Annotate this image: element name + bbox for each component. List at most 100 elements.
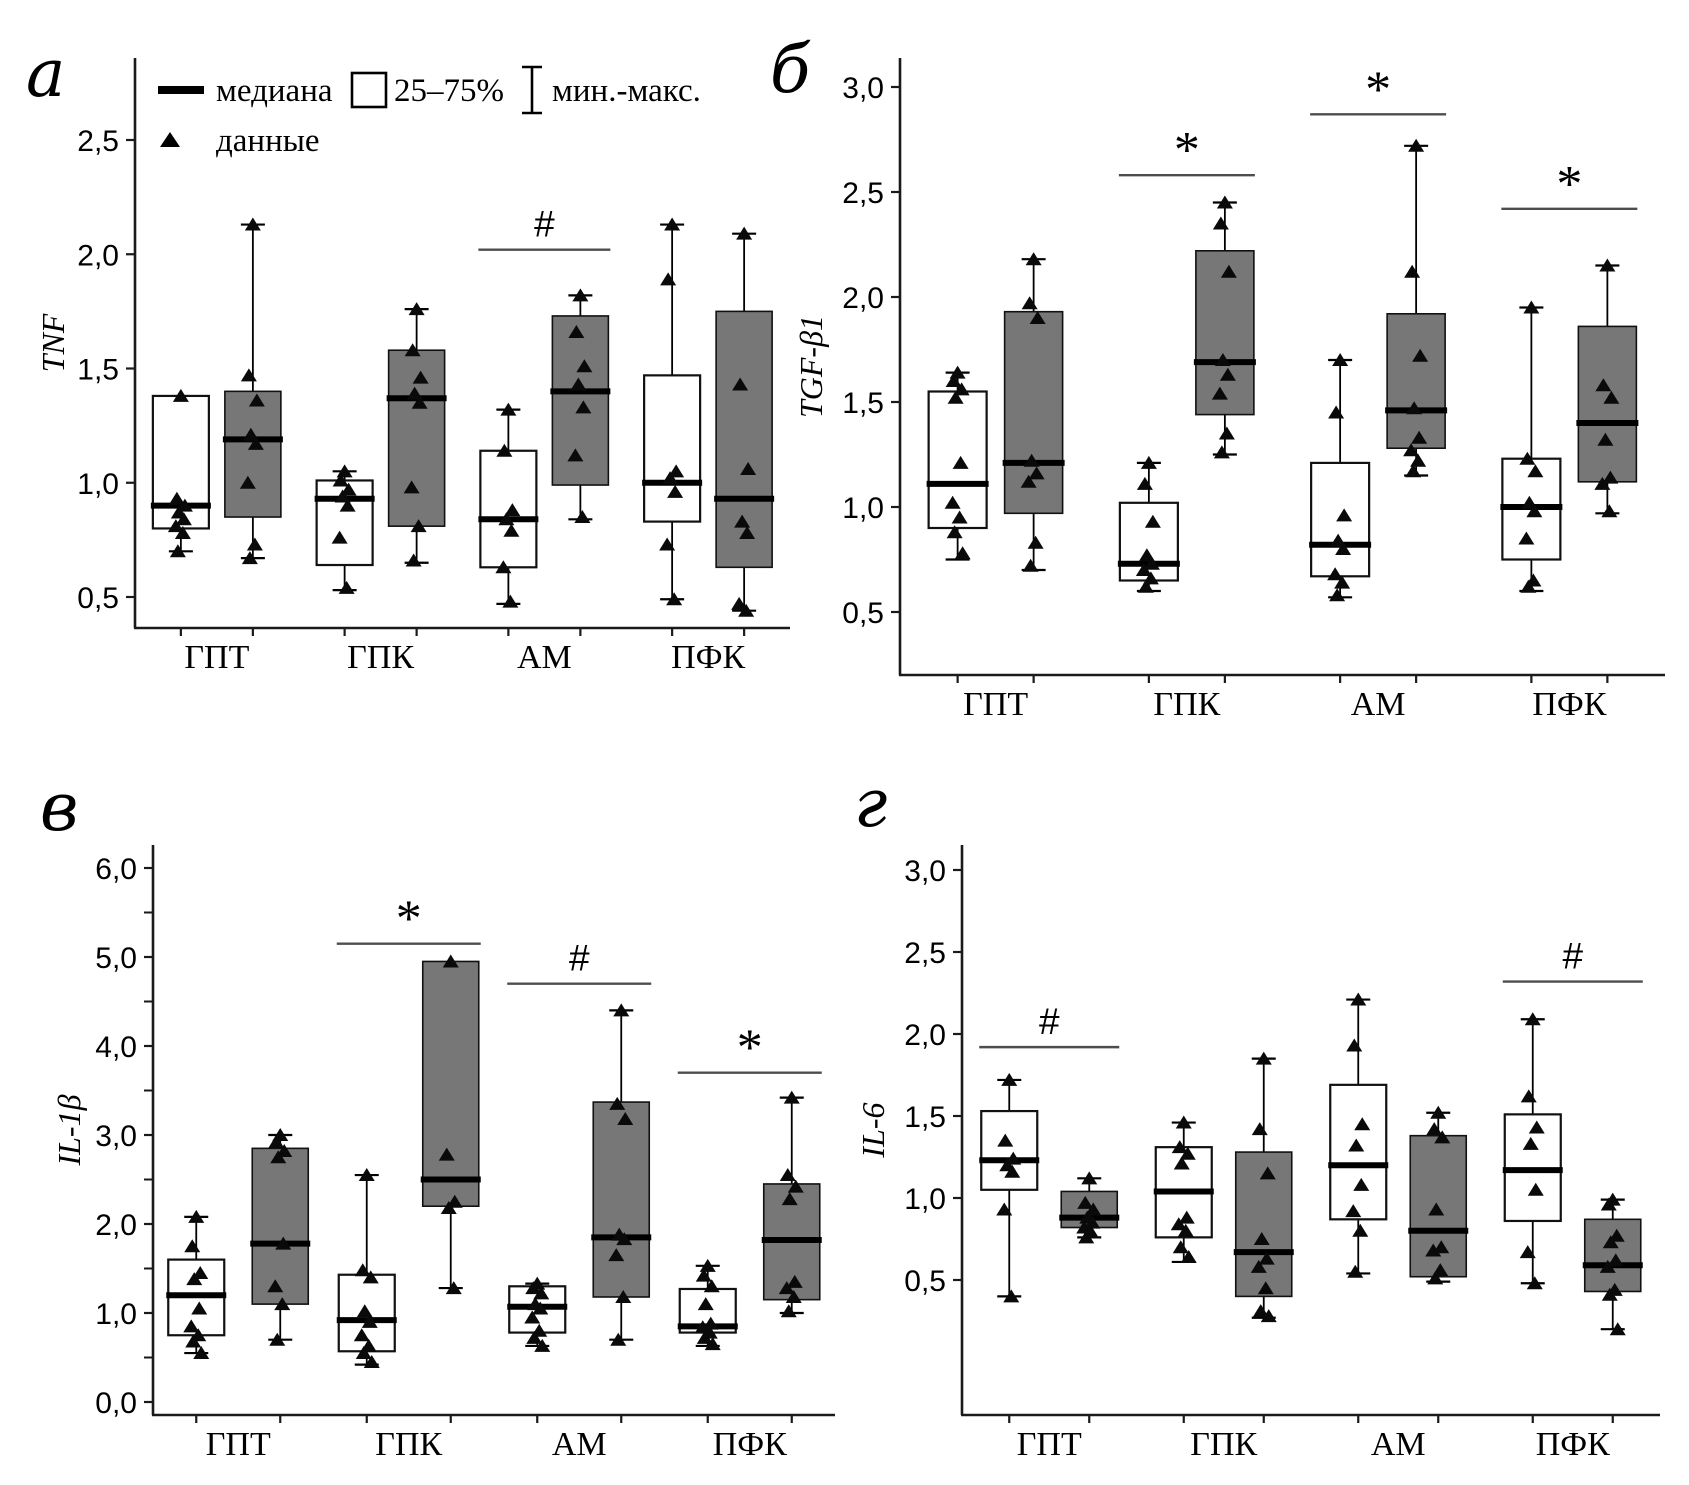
boxplot-white-ГПТ (150, 388, 211, 558)
data-point-triangle (1527, 464, 1544, 478)
data-point-triangle (702, 1316, 719, 1330)
data-point-triangle (445, 1281, 462, 1295)
y-tick-label: 4,0 (95, 1031, 137, 1064)
boxplot-white-ПФК (677, 1258, 738, 1351)
data-point-triangle (248, 393, 265, 407)
data-point-triangle (524, 1310, 541, 1324)
data-point-triangle (694, 1320, 711, 1334)
data-point-triangle (666, 592, 683, 606)
y-tick-label: 6,0 (95, 853, 137, 886)
data-point-triangle (356, 1304, 373, 1318)
data-point-triangle (781, 1192, 798, 1206)
data-point-triangle (1522, 1136, 1539, 1150)
significance-symbol: # (1039, 1001, 1060, 1042)
data-point-triangle (269, 1332, 286, 1346)
data-point-triangle (1406, 401, 1423, 415)
data-point-triangle (608, 1248, 625, 1262)
iqr-box-gray (592, 1101, 651, 1298)
data-point-triangle (191, 1301, 208, 1315)
data-point-triangle (1081, 1171, 1098, 1185)
data-point-triangle (1258, 1251, 1275, 1265)
data-point-triangle (1601, 1287, 1618, 1301)
data-point-triangle (268, 1135, 285, 1149)
data-point-triangle (1410, 453, 1427, 467)
data-point-triangle (1352, 1223, 1369, 1237)
category-label: ГПК (375, 1426, 442, 1463)
data-point-triangle (1177, 1223, 1194, 1237)
data-point-triangle (1173, 1156, 1190, 1170)
data-point-triangle (1345, 1204, 1362, 1218)
data-point-triangle (495, 560, 512, 574)
data-triangle-icon (160, 132, 180, 147)
data-point-triangle (175, 512, 192, 526)
category-label: ГПК (1153, 686, 1220, 723)
data-point-triangle (1180, 1250, 1197, 1264)
data-point-triangle (779, 1168, 796, 1182)
data-point-triangle (576, 359, 593, 373)
data-point-triangle (1526, 1276, 1543, 1290)
data-point-triangle (953, 382, 970, 396)
category-label: АМ (1351, 686, 1406, 723)
significance-symbol: * (1365, 61, 1391, 118)
data-point-triangle (780, 1304, 797, 1318)
data-point-triangle (1403, 443, 1420, 457)
category-label: ГПТ (1017, 1426, 1082, 1463)
data-point-triangle (172, 388, 189, 402)
data-point-triangle (496, 443, 513, 457)
data-point-triangle (617, 1111, 634, 1125)
data-point-triangle (1175, 1115, 1192, 1129)
data-point-triangle (1328, 405, 1345, 419)
data-point-triangle (270, 1150, 287, 1164)
data-point-triangle (610, 1332, 627, 1346)
data-point-triangle (1524, 1012, 1541, 1026)
data-point-triangle (239, 475, 256, 489)
y-tick-label: 1,0 (95, 1298, 137, 1331)
y-tick-label: 2,5 (904, 937, 946, 970)
data-point-triangle (411, 395, 428, 409)
boxplot-white-АМ (507, 1276, 568, 1352)
iqr-box-icon (350, 71, 388, 109)
y-axis-title: IL-1β (51, 1094, 87, 1166)
data-point-triangle (1085, 1202, 1102, 1216)
boxplot-white-ГПТ (979, 1072, 1040, 1303)
boxplot-gray-ПФК (714, 226, 775, 617)
significance-symbol: * (1174, 122, 1200, 179)
data-point-triangle (353, 1328, 370, 1342)
data-point-triangle (403, 480, 420, 494)
data-point-triangle (1144, 514, 1161, 528)
data-point-triangle (1608, 1228, 1625, 1242)
significance-symbol: # (569, 938, 590, 979)
y-axis-title: TNF (35, 313, 71, 372)
data-point-triangle (664, 217, 681, 231)
data-point-triangle (954, 546, 971, 560)
data-point-triangle (275, 1236, 292, 1250)
data-point-triangle (1211, 386, 1228, 400)
data-point-triangle (785, 1289, 802, 1303)
boxplot-white-АМ (478, 402, 539, 608)
data-point-triangle (1251, 1122, 1268, 1136)
data-point-triangle (240, 368, 257, 382)
data-point-triangle (952, 455, 969, 469)
data-point-triangle (667, 484, 684, 498)
data-point-triangle (574, 510, 591, 524)
boxplot-gray-АМ (550, 288, 611, 524)
data-point-triangle (405, 553, 422, 567)
data-point-triangle (1260, 1309, 1277, 1323)
y-tick-label: 5,0 (95, 942, 137, 975)
data-point-triangle (1336, 508, 1353, 522)
boxplot-gray-АМ (1385, 138, 1448, 478)
data-point-triangle (183, 1319, 200, 1333)
data-point-triangle (1332, 353, 1349, 366)
data-point-triangle (947, 390, 964, 404)
data-point-triangle (1594, 476, 1611, 490)
y-tick-label: 1,0 (842, 492, 884, 525)
panel-б: 0,5 1,0 1,5 2,0 2,5 3,0 TGF-β1 б ГПТ ГПК АМ ПФК * * * (770, 31, 1665, 723)
data-point-triangle (996, 1202, 1013, 1216)
significance-symbol: * (1556, 156, 1582, 213)
data-point-triangle (532, 1301, 549, 1315)
data-point-triangle (404, 343, 421, 357)
category-label: АМ (552, 1426, 607, 1463)
data-point-triangle (1212, 216, 1229, 230)
legend-median-label: медиана (216, 73, 333, 109)
